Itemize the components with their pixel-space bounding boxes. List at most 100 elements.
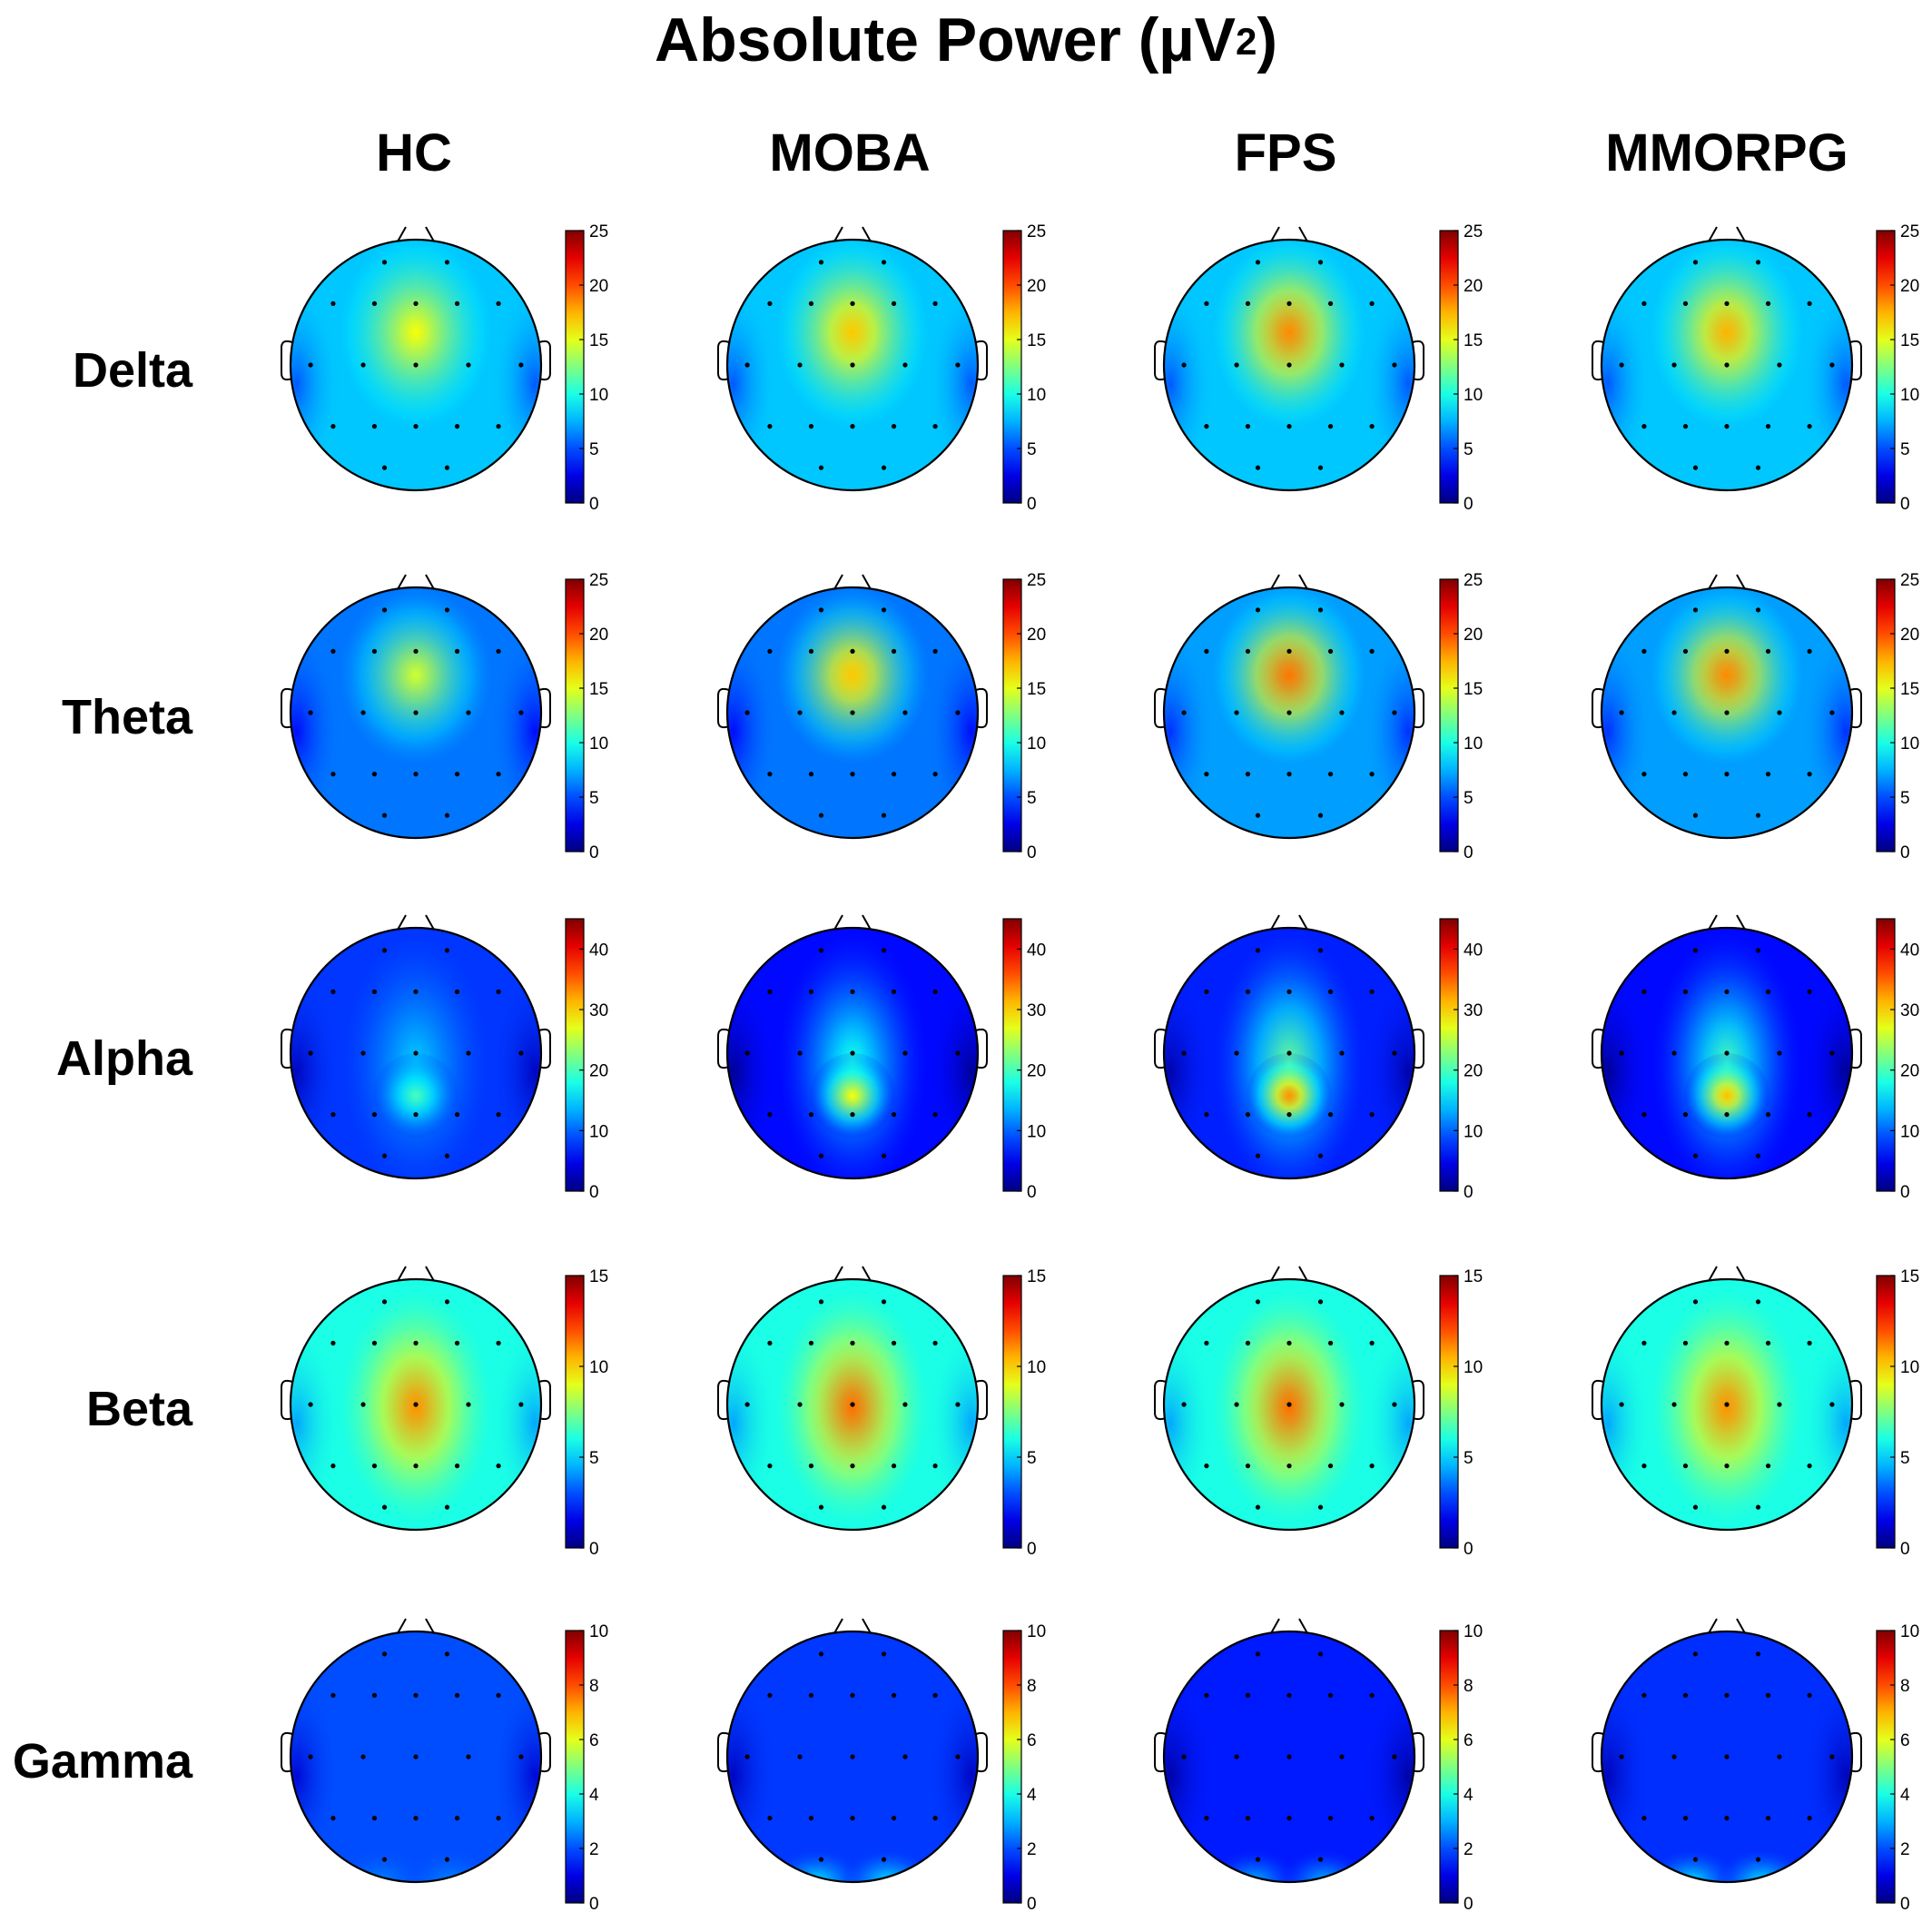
- electrode-dot: [1327, 772, 1334, 777]
- field-edge: [727, 1675, 778, 1877]
- field-edge: [1364, 971, 1414, 1173]
- electrode-dot: [330, 1464, 336, 1469]
- electrode-dot: [902, 1050, 908, 1056]
- colorbar-tick-label: 10: [1464, 1622, 1483, 1641]
- colorbar-tick-label: 20: [1900, 1062, 1919, 1081]
- electrode-dot: [381, 813, 388, 818]
- electrode-dot: [891, 424, 897, 429]
- colorbar-tick-label: 10: [1464, 1122, 1483, 1141]
- right-ear: [975, 340, 988, 381]
- electrode-dot: [818, 1651, 824, 1657]
- electrode-dot: [1807, 989, 1812, 994]
- electrode-dot: [1286, 362, 1292, 368]
- nose: [1270, 1266, 1308, 1282]
- electrode-dot: [454, 301, 460, 306]
- electrode-dot: [932, 772, 938, 777]
- right-ear: [1412, 687, 1424, 729]
- electrode-dot: [881, 260, 887, 265]
- electrode-dot: [1255, 1299, 1261, 1305]
- electrode-dot: [496, 1692, 501, 1698]
- electrode-dot: [955, 710, 961, 715]
- field-edge: [291, 631, 341, 833]
- electrode-dot: [413, 1754, 419, 1759]
- electrode-dot: [1255, 465, 1261, 470]
- electrode-dot: [1692, 465, 1699, 470]
- electrode-dot: [518, 1402, 524, 1407]
- colorbar-gradient: [1876, 1275, 1896, 1549]
- electrode-dot: [808, 648, 814, 654]
- topomap-gamma-mmorpg: [1592, 1618, 1863, 1884]
- colorbar-tick-label: 20: [1900, 626, 1919, 645]
- colorbar-tick-label: 0: [1464, 1540, 1474, 1559]
- topomap-beta-mmorpg: [1592, 1266, 1863, 1532]
- field-edge: [1164, 971, 1215, 1173]
- right-ear: [975, 1028, 988, 1069]
- electrode-dot: [850, 1402, 855, 1407]
- electrode-dot: [413, 1464, 419, 1469]
- nose: [1270, 1618, 1308, 1634]
- electrode-dot: [1392, 710, 1397, 715]
- colorbar-tick-label: 8: [1464, 1677, 1474, 1696]
- field-edge: [1602, 1323, 1652, 1524]
- electrode-dot: [1204, 772, 1209, 777]
- electrode-dot: [1245, 424, 1251, 429]
- colorbar-tick-label: 6: [589, 1731, 599, 1750]
- electrode-dot: [1369, 772, 1375, 777]
- field-edge: [727, 1323, 778, 1524]
- electrode-dot: [1641, 648, 1647, 654]
- colorbar-tick-label: 5: [1027, 1449, 1037, 1468]
- field-edge: [927, 631, 978, 833]
- head-outline: [1162, 1630, 1416, 1884]
- power-field: [727, 1631, 978, 1882]
- electrode-dot: [1286, 1402, 1292, 1407]
- field-hotspot: [338, 240, 494, 430]
- right-ear: [1849, 1028, 1863, 1069]
- electrode-dot: [850, 710, 855, 715]
- field-hotspot: [338, 1287, 494, 1526]
- electrode-dot: [1692, 260, 1699, 265]
- colorbar-tick-label: 40: [589, 941, 608, 960]
- electrode-dot: [1777, 1050, 1782, 1056]
- head-outline: [725, 1277, 980, 1532]
- colorbar-tick-label: 15: [1464, 1267, 1483, 1286]
- electrode-dot: [1245, 1112, 1251, 1118]
- electrode-dot: [1755, 1153, 1761, 1158]
- nose: [1708, 226, 1746, 242]
- field-edge: [1602, 631, 1652, 833]
- topomap-delta-hc: [281, 226, 551, 492]
- colorbar-tick-label: 30: [1027, 1001, 1046, 1020]
- electrode-dot: [1724, 1112, 1730, 1118]
- power-field: [727, 928, 978, 1178]
- electrode-dot: [1682, 1340, 1689, 1345]
- colorbar-gradient: [565, 578, 585, 853]
- colorbar-tick-label: 15: [1027, 1267, 1046, 1286]
- right-ear: [975, 1731, 988, 1773]
- electrode-dot: [1807, 1340, 1812, 1345]
- electrode-dot: [1671, 1402, 1677, 1407]
- electrode-dot: [891, 1692, 897, 1698]
- electrode-dot: [1369, 1816, 1375, 1821]
- electrode-dot: [1724, 362, 1730, 368]
- electrode-dot: [371, 648, 378, 654]
- electrode-dot: [1369, 648, 1375, 654]
- electrode-dot: [744, 710, 750, 715]
- electrode-dot: [1181, 710, 1187, 715]
- colorbar-tick-label: 5: [1900, 440, 1910, 459]
- electrode-dot: [454, 1464, 460, 1469]
- electrode-dot: [1327, 301, 1334, 306]
- left-ear: [281, 1731, 293, 1773]
- electrode-dot: [330, 989, 336, 994]
- colorbar-tick-label: 0: [589, 495, 599, 514]
- electrode-dot: [1286, 1112, 1292, 1118]
- colorbar-tick-label: 15: [1464, 680, 1483, 699]
- electrode-dot: [891, 648, 897, 654]
- field-edge: [1602, 1675, 1652, 1877]
- electrode-dot: [308, 1754, 313, 1759]
- electrode-dot: [308, 362, 313, 368]
- electrode-dot: [891, 989, 897, 994]
- electrode-dot: [1317, 465, 1324, 470]
- electrode-dot: [413, 301, 419, 306]
- electrode-dot: [891, 1464, 897, 1469]
- electrode-dot: [818, 260, 824, 265]
- colorbar-tick-label: 0: [1900, 495, 1910, 514]
